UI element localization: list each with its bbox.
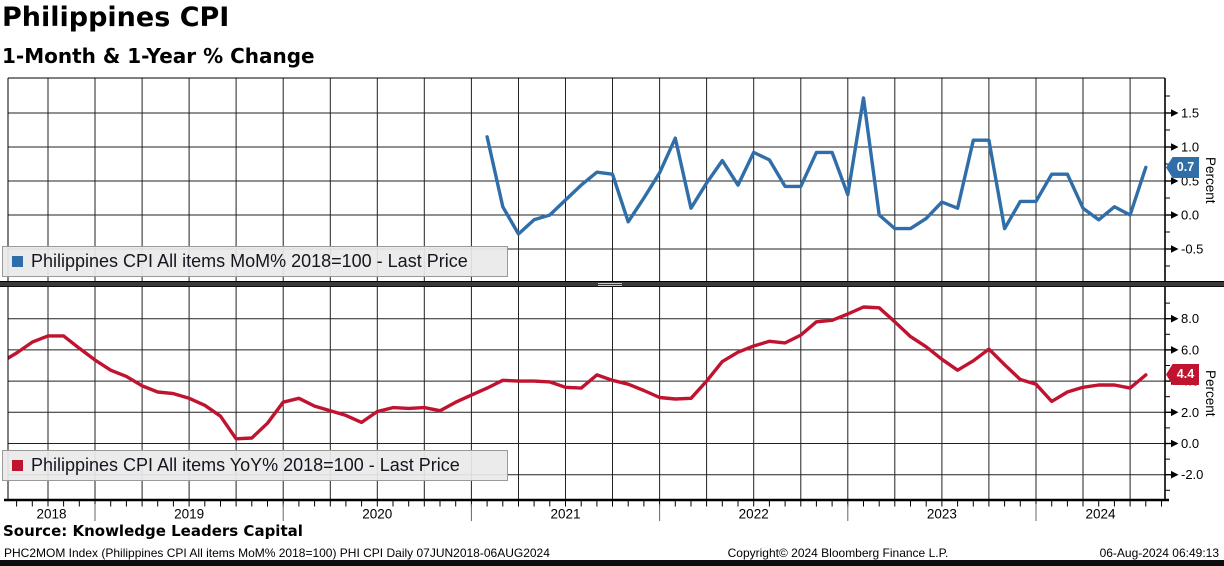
bottom-bar xyxy=(0,560,1224,566)
y-tick-label: 8.0 xyxy=(1181,311,1199,326)
axis-arrow-icon xyxy=(1171,245,1179,253)
vertical-gridlines xyxy=(47,78,1131,500)
axis-arrow-icon xyxy=(1171,470,1179,479)
y-axis-bottom: 8.06.04.02.00.0-2.0 xyxy=(1165,302,1203,491)
x-axis-year-label: 2024 xyxy=(1085,507,1116,522)
axis-arrow-icon xyxy=(1171,408,1179,417)
y-axis-label-top: Percent xyxy=(1203,156,1218,204)
legend-yoy[interactable]: Philippines CPI All items YoY% 2018=100 … xyxy=(2,450,508,481)
x-axis-year-label: 2022 xyxy=(739,507,769,522)
x-axis-year-label: 2020 xyxy=(362,507,392,522)
source-line: Source: Knowledge Leaders Capital xyxy=(3,522,303,540)
y-tick-label: 0.0 xyxy=(1181,208,1199,223)
y-tick-label: 2.0 xyxy=(1181,405,1199,420)
x-axis: 2018 2019 2020 2021 2022 2023 2024 xyxy=(16,500,1162,522)
y-tick-label: 6.0 xyxy=(1181,342,1199,357)
x-axis-year-label: 2019 xyxy=(174,507,204,522)
last-price-tag-yoy: 4.4 xyxy=(1166,364,1199,385)
footer-timestamp: 06-Aug-2024 06:49:13 xyxy=(1099,546,1219,560)
y-tick-label: -2.0 xyxy=(1181,467,1203,482)
legend-swatch-mom-icon xyxy=(12,256,23,267)
series-line-yoy xyxy=(8,305,1148,441)
axis-arrow-icon xyxy=(1171,177,1179,185)
y-tick-label: 0.0 xyxy=(1181,436,1199,451)
legend-label-mom: Philippines CPI All items MoM% 2018=100 … xyxy=(31,251,468,271)
x-axis-year-label: 2018 xyxy=(36,507,66,522)
axis-arrow-icon xyxy=(1171,346,1179,354)
y-tick-label: 1.0 xyxy=(1181,140,1199,155)
axis-arrow-icon xyxy=(1171,143,1179,151)
series-line-mom xyxy=(485,96,1148,236)
plot-borders xyxy=(4,77,1169,502)
page-title: Philippines CPI xyxy=(2,2,230,33)
axis-arrow-icon xyxy=(1171,314,1179,323)
panel-separator-grip-icon[interactable] xyxy=(598,282,622,286)
footer-index-line: PHC2MOM Index (Philippines CPI All items… xyxy=(4,546,550,560)
y-axis-top: 1.51.00.50.0-0.5 xyxy=(1165,95,1203,267)
legend-swatch-yoy-icon xyxy=(12,460,23,471)
legend-mom[interactable]: Philippines CPI All items MoM% 2018=100 … xyxy=(2,246,508,277)
last-price-tag-mom: 0.7 xyxy=(1166,157,1199,178)
axis-arrow-icon xyxy=(1171,439,1179,448)
axis-arrow-icon xyxy=(1171,109,1179,117)
y-axis-label-bottom: Percent xyxy=(1203,369,1218,417)
y-tick-label: 1.5 xyxy=(1181,106,1199,121)
x-axis-year-label: 2021 xyxy=(550,507,580,522)
footer-copyright: Copyright© 2024 Bloomberg Finance L.P. xyxy=(727,546,949,560)
y-tick-label: -0.5 xyxy=(1181,242,1203,257)
axis-arrow-icon xyxy=(1171,211,1179,219)
x-axis-year-label: 2023 xyxy=(927,507,957,522)
panel-separator[interactable] xyxy=(0,281,1224,287)
page-subtitle: 1-Month & 1-Year % Change xyxy=(2,44,315,68)
legend-label-yoy: Philippines CPI All items YoY% 2018=100 … xyxy=(31,455,460,475)
